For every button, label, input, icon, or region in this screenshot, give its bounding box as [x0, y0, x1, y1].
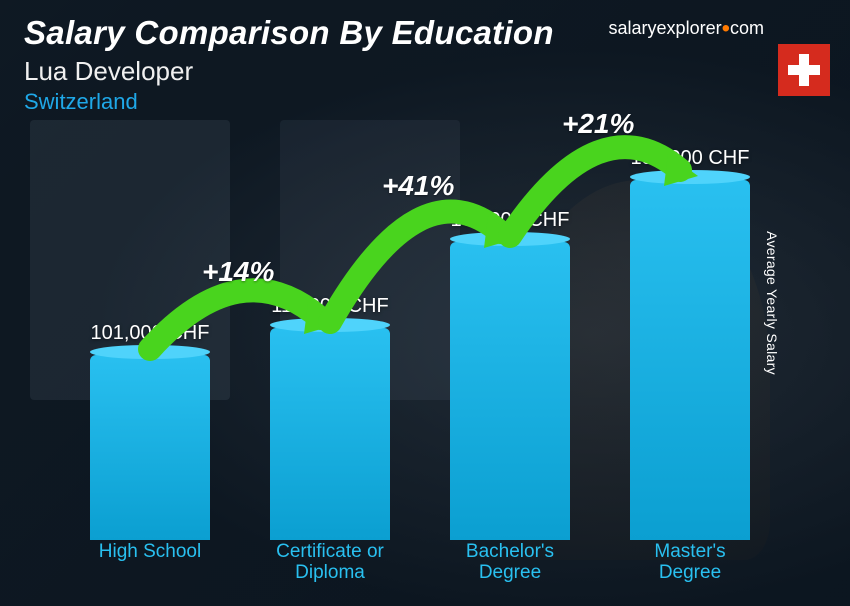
infographic-container: Salary Comparison By Education Lua Devel…: [0, 0, 850, 606]
brand-text-a: salaryexplorer: [609, 18, 722, 38]
increase-percent-label: +21%: [562, 108, 634, 140]
flag-icon: [778, 44, 830, 96]
increase-percent-label: +41%: [382, 170, 454, 202]
brand-dot-icon: •: [722, 15, 730, 42]
category-labels: High SchoolCertificate orDiplomaBachelor…: [60, 542, 780, 588]
brand-text-b: com: [730, 18, 764, 38]
increase-percent-label: +14%: [202, 256, 274, 288]
salary-bar-chart: 101,000 CHF 116,000 CHF 163,000 CHF 197,…: [60, 88, 780, 588]
category-label: Bachelor'sDegree: [424, 542, 597, 588]
brand-logo: salaryexplorer•com: [609, 18, 764, 39]
increase-arc: +21%: [480, 82, 730, 272]
category-label: High School: [64, 542, 237, 588]
category-label: Certificate orDiploma: [244, 542, 417, 588]
category-label: Master'sDegree: [604, 542, 777, 588]
